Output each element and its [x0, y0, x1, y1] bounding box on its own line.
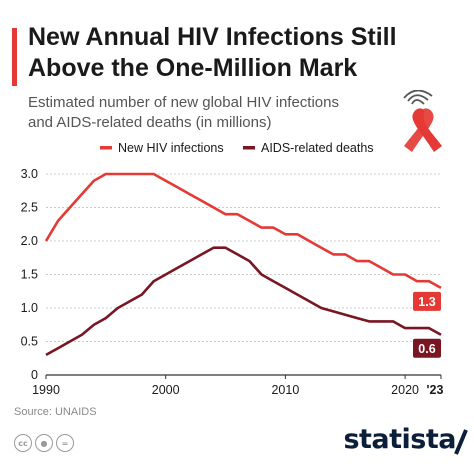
x-tick-label: 1990	[32, 383, 60, 397]
y-tick-label: 1.0	[21, 301, 38, 315]
series-line	[44, 172, 442, 290]
legend-label: AIDS-related deaths	[261, 141, 374, 155]
statista-logo-mark-icon	[454, 429, 468, 455]
title-accent-bar	[12, 28, 17, 86]
legend-swatch	[100, 146, 112, 150]
y-tick-label: 3.0	[21, 167, 38, 181]
y-tick-label: 2.0	[21, 234, 38, 248]
series	[44, 172, 442, 357]
source-note: Source: UNAIDS	[14, 406, 97, 418]
end-value-badge	[413, 291, 441, 311]
x-tick-label: 2010	[271, 383, 299, 397]
legend-label: New HIV infections	[118, 141, 224, 155]
x-tick-label: 2020	[391, 383, 419, 397]
end-value-label: 1.3	[418, 295, 435, 309]
person-attribution-icon[interactable]: ●	[35, 434, 53, 452]
end-value-badge	[413, 338, 441, 358]
x-tick-label: '23	[427, 383, 444, 397]
title-line-2: Above the One-Million Mark	[28, 54, 358, 82]
subtitle-line-1: Estimated number of new global HIV infec…	[28, 94, 339, 111]
y-tick-label: 2.5	[21, 201, 38, 215]
statista-logo[interactable]: statista	[343, 424, 456, 455]
y-tick-label: 0.5	[21, 335, 38, 349]
no-derivatives-icon[interactable]: =	[56, 434, 74, 452]
page-title: New Annual HIV Infections Still Above th…	[28, 22, 468, 84]
end-value-label: 0.6	[418, 342, 435, 356]
grid	[45, 173, 442, 379]
license-icons: cc ● =	[14, 433, 77, 452]
series-line	[45, 246, 442, 357]
aids-ribbon-icon	[403, 90, 442, 152]
x-tick-label: 2000	[152, 383, 180, 397]
chart-subtitle: Estimated number of new global HIV infec…	[28, 93, 388, 133]
subtitle-line-2: and AIDS-related deaths (in millions)	[28, 114, 272, 131]
cc-icon[interactable]: cc	[14, 434, 32, 452]
labels: 0 0.5 1.0 1.5 2.0 2.5 3.0 1990 2000 2010 2020 '23 1.…	[21, 167, 444, 397]
y-tick-label: 0	[31, 368, 38, 382]
title-line-1: New Annual HIV Infections Still	[28, 23, 397, 51]
line-chart: New HIV infections AIDS-related deaths 00…	[21, 141, 444, 397]
y-tick-label: 1.5	[21, 268, 38, 282]
legend-swatch	[243, 146, 255, 150]
legend: New HIV infections AIDS-related deaths	[100, 141, 374, 155]
